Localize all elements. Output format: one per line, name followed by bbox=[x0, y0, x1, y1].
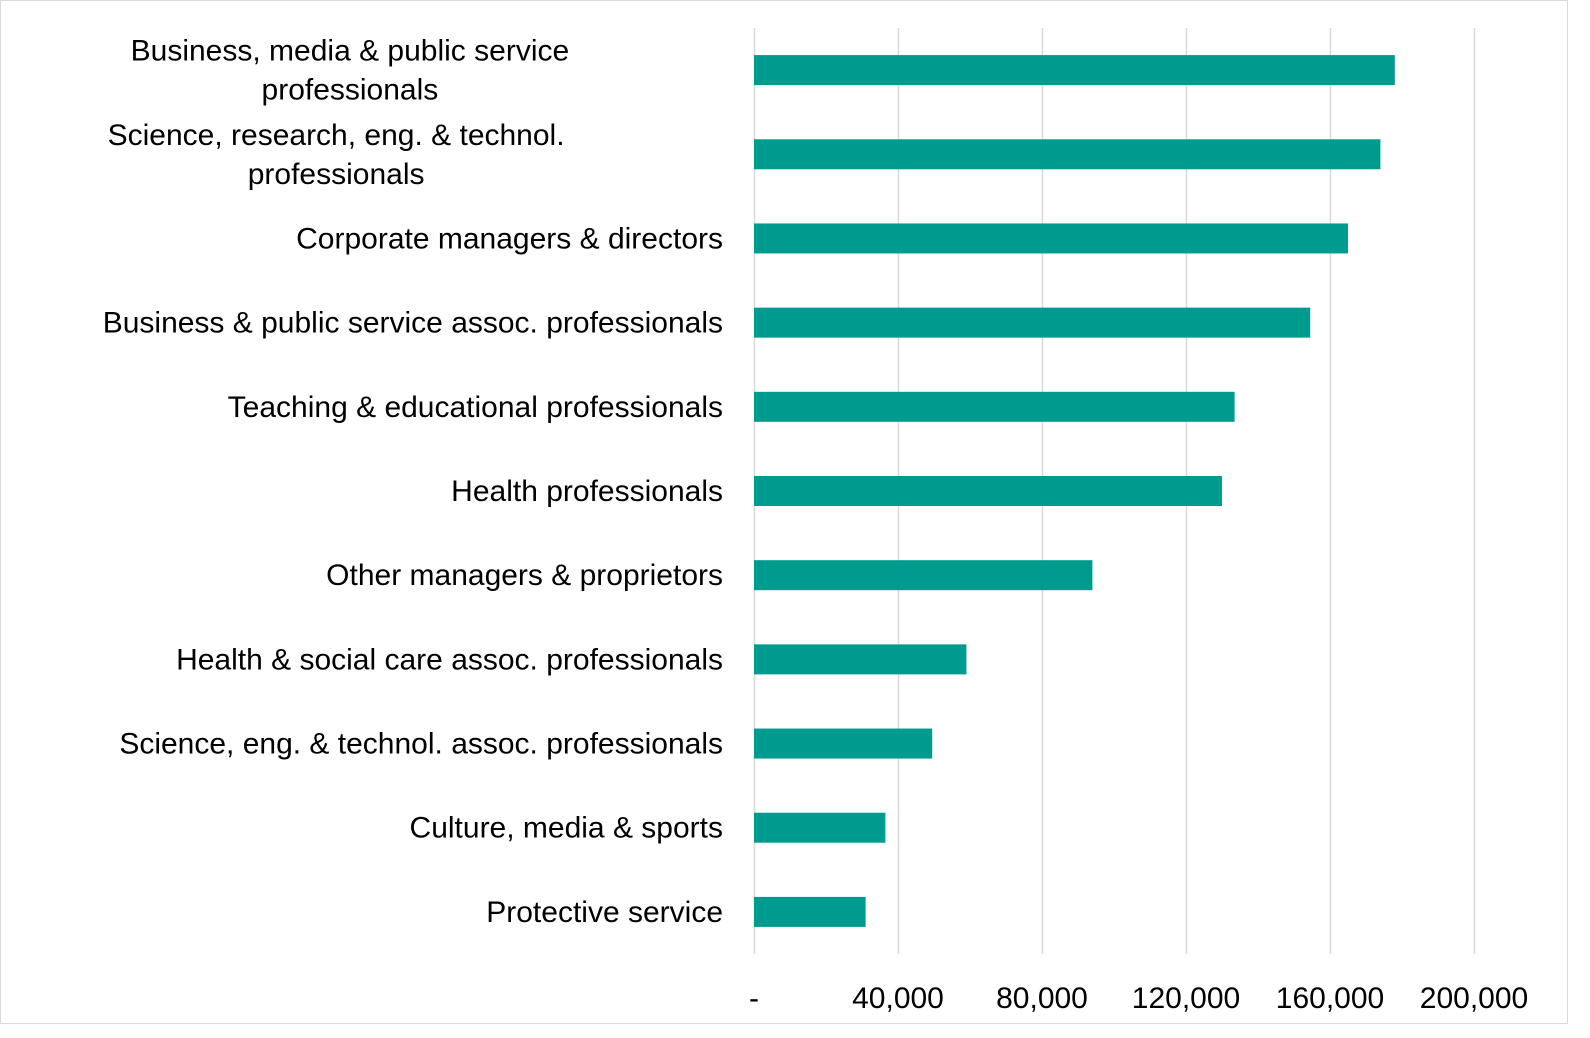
category-label: Science, research, eng. & technol. profes… bbox=[108, 119, 565, 191]
horizontal-bar-chart: Business, media & public service professi… bbox=[103, 28, 1528, 1015]
category-label: Science, eng. & technol. assoc. professi… bbox=[119, 728, 723, 761]
category-label: Protective service bbox=[486, 896, 723, 929]
category-label-line: Corporate managers & directors bbox=[296, 222, 723, 255]
category-label-line: Other managers & proprietors bbox=[326, 559, 723, 592]
bar bbox=[754, 139, 1381, 170]
bar bbox=[754, 728, 933, 759]
category-label-line: Health & social care assoc. professional… bbox=[176, 643, 723, 676]
category-label-line: professionals bbox=[248, 158, 425, 191]
x-tick-label: 80,000 bbox=[996, 982, 1088, 1015]
chart-frame: Business, media & public service professi… bbox=[0, 0, 1568, 1024]
category-label: Health professionals bbox=[451, 475, 723, 508]
bar bbox=[754, 391, 1235, 422]
category-label-line: Business, media & public service bbox=[131, 35, 570, 68]
category-labels: Business, media & public service professi… bbox=[103, 35, 723, 929]
category-label-line: Culture, media & sports bbox=[410, 812, 723, 845]
category-label-line: Protective service bbox=[486, 896, 723, 929]
x-tick-label: 200,000 bbox=[1420, 982, 1528, 1015]
category-label: Teaching & educational professionals bbox=[228, 391, 723, 424]
x-axis-tick-labels: - 40,000 80,000 120,000 160,000 200,000 bbox=[749, 982, 1528, 1015]
category-label-line: Science, eng. & technol. assoc. professi… bbox=[119, 728, 723, 761]
bar bbox=[754, 644, 967, 675]
bar bbox=[754, 307, 1311, 338]
category-label-line: Business & public service assoc. profess… bbox=[103, 307, 723, 340]
bar bbox=[754, 55, 1395, 86]
category-label-line: Teaching & educational professionals bbox=[228, 391, 723, 424]
category-label: Business & public service assoc. profess… bbox=[103, 307, 723, 340]
category-label: Business, media & public service professi… bbox=[131, 35, 570, 107]
x-tick-label: 40,000 bbox=[852, 982, 944, 1015]
bar bbox=[754, 560, 1093, 591]
x-tick-label: 160,000 bbox=[1276, 982, 1384, 1015]
category-label-line: Health professionals bbox=[451, 475, 723, 508]
category-label-line: professionals bbox=[262, 74, 439, 107]
bars bbox=[754, 55, 1395, 927]
category-label: Health & social care assoc. professional… bbox=[176, 643, 723, 676]
category-label: Corporate managers & directors bbox=[296, 222, 723, 255]
bar bbox=[754, 223, 1348, 254]
category-label: Other managers & proprietors bbox=[326, 559, 723, 592]
category-label-line: Science, research, eng. & technol. bbox=[108, 119, 565, 152]
bar bbox=[754, 812, 886, 843]
category-label: Culture, media & sports bbox=[410, 812, 723, 845]
x-tick-label: - bbox=[749, 982, 759, 1015]
bar bbox=[754, 476, 1222, 506]
x-tick-label: 120,000 bbox=[1132, 982, 1240, 1015]
bar bbox=[754, 896, 866, 927]
